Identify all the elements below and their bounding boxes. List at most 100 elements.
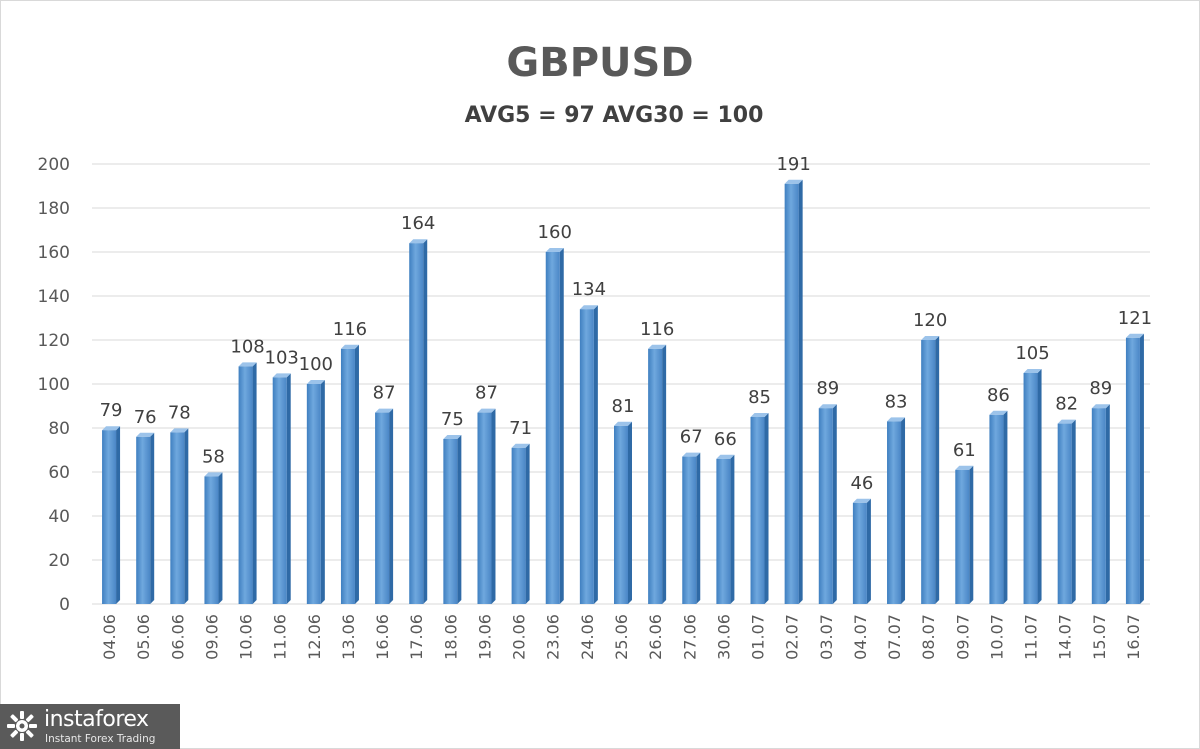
x-tick-label: 24.06	[578, 614, 597, 660]
data-label: 116	[333, 319, 367, 340]
bar-front	[170, 432, 185, 604]
bar-top	[477, 408, 496, 413]
bar-front	[545, 252, 560, 604]
data-label: 83	[885, 391, 908, 412]
data-label: 58	[202, 446, 225, 467]
bar-front	[750, 417, 765, 604]
data-label: 160	[538, 222, 572, 243]
bar	[716, 454, 735, 604]
bar-top	[102, 426, 121, 431]
x-axis: 04.06 05.06 06.06 09.06 10.06 11.06 12.06 13.06…	[100, 614, 1143, 660]
data-label: 86	[987, 385, 1010, 406]
bar-top	[750, 413, 769, 417]
bar-front	[989, 414, 1004, 604]
bar-front	[1057, 423, 1072, 604]
bar-side	[184, 428, 189, 604]
x-tick-label: 12.06	[305, 614, 324, 660]
y-tick-label: 120	[38, 331, 70, 351]
data-label: 87	[373, 383, 396, 404]
bar-side	[150, 432, 155, 604]
bar-top	[443, 435, 462, 439]
bar-side	[1105, 404, 1110, 604]
x-tick-label: 16.06	[373, 614, 392, 660]
bar-front	[443, 439, 458, 604]
y-tick-label: 40	[48, 507, 70, 527]
bar-front	[716, 458, 731, 604]
bar-top	[921, 336, 940, 340]
x-tick-label: 07.07	[885, 614, 904, 660]
bar	[818, 404, 837, 604]
bar-front	[921, 340, 936, 604]
bar	[1091, 404, 1110, 604]
data-label: 89	[816, 378, 839, 399]
y-tick-label: 60	[48, 463, 70, 483]
bar	[375, 408, 394, 604]
bar-front	[579, 309, 594, 604]
bar-side	[423, 239, 428, 604]
y-tick-label: 180	[38, 199, 70, 219]
bar-front	[238, 366, 253, 604]
x-tick-label: 02.07	[783, 614, 802, 660]
chart-title: GBPUSD	[506, 40, 694, 86]
instaforex-logo-icon	[7, 711, 37, 741]
bar-top	[955, 465, 974, 470]
bar-side	[116, 426, 121, 604]
bar	[955, 465, 974, 604]
watermark-tagline: Instant Forex Trading	[45, 733, 156, 745]
bar-side	[832, 404, 837, 604]
data-label: 103	[265, 347, 299, 368]
x-tick-label: 01.07	[749, 614, 768, 660]
x-tick-label: 25.06	[612, 614, 631, 660]
y-tick-label: 20	[48, 551, 70, 571]
bar-front	[614, 425, 628, 604]
bar	[170, 428, 189, 604]
bar-side	[1003, 410, 1008, 604]
x-tick-label: 05.06	[134, 614, 153, 660]
bar	[1023, 369, 1042, 604]
data-label: 191	[776, 154, 810, 175]
data-label: 46	[850, 473, 873, 494]
bar-side	[662, 344, 667, 604]
bar	[1125, 333, 1144, 604]
bar	[340, 344, 359, 604]
data-label: 108	[230, 336, 264, 357]
y-tick-label: 140	[38, 287, 70, 307]
bar-top	[306, 380, 325, 384]
x-tick-label: 30.06	[714, 614, 733, 660]
x-tick-label: 06.06	[168, 614, 187, 660]
bar-top	[238, 362, 257, 367]
bar	[921, 336, 940, 604]
bar-side	[764, 413, 769, 604]
y-tick-label: 80	[48, 419, 70, 439]
bar-front	[102, 430, 117, 604]
x-tick-label: 11.06	[271, 614, 290, 660]
bar	[648, 344, 667, 604]
data-label: 67	[680, 427, 703, 448]
bar-side	[218, 472, 223, 604]
bar-side	[491, 408, 496, 604]
data-label: 100	[299, 354, 333, 375]
bar-side	[389, 408, 394, 604]
x-tick-label: 09.07	[953, 614, 972, 660]
x-tick-label: 17.06	[407, 614, 426, 660]
bar-side	[354, 344, 359, 604]
watermark-brand-name: instaforex	[44, 707, 149, 732]
bar-front	[1023, 373, 1038, 604]
bar-top	[648, 344, 667, 349]
bar-side	[593, 305, 598, 604]
x-tick-label: 27.06	[680, 614, 699, 660]
bar-side	[628, 421, 632, 604]
bar	[272, 373, 291, 604]
bar-top	[784, 179, 803, 184]
y-tick-label: 100	[38, 375, 70, 395]
bar-side	[286, 373, 291, 604]
data-label: 85	[748, 387, 771, 408]
bar-front	[306, 384, 321, 604]
bar-side	[969, 465, 974, 604]
bar	[306, 380, 325, 604]
bar-top	[545, 248, 564, 252]
chart-subtitle: AVG5 = 97 AVG30 = 100	[464, 103, 764, 128]
bar-side	[559, 248, 564, 604]
bar-front	[1125, 337, 1140, 604]
